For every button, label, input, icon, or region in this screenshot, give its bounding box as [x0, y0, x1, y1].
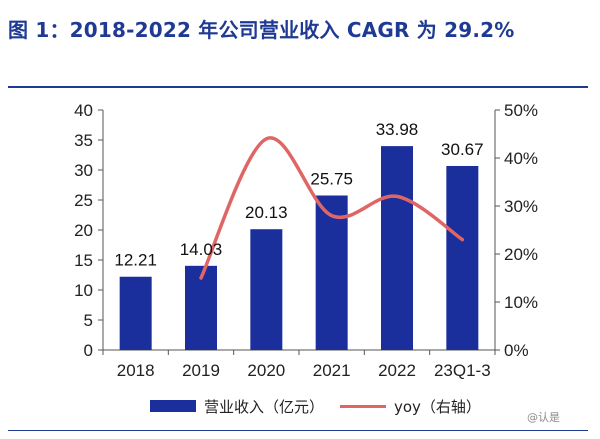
yoy-line: [199, 136, 465, 280]
revenue-bar: [185, 265, 217, 350]
x-tick-label: 2022: [378, 361, 416, 380]
x-tick-label: 2021: [313, 361, 351, 380]
bar-data-label: 33.98: [376, 120, 419, 139]
bar-data-label: 20.13: [245, 203, 288, 222]
bar-data-label: 12.21: [114, 251, 157, 270]
left-tick-label: 10: [74, 281, 93, 300]
x-tick-label: 2020: [247, 361, 285, 380]
title-divider: [8, 86, 588, 88]
right-tick-label: 30%: [504, 197, 538, 216]
left-tick-label: 5: [84, 311, 93, 330]
revenue-bar: [250, 229, 283, 350]
revenue-bar: [119, 276, 152, 350]
legend-swatch-line: [340, 405, 386, 408]
right-tick-label: 10%: [504, 293, 538, 312]
revenue-bar: [446, 165, 479, 350]
legend-swatch-bar: [150, 400, 196, 412]
bar-data-label: 25.75: [310, 170, 353, 189]
x-tick-label: 2018: [117, 361, 155, 380]
chart-title: 图 1：2018-2022 年公司营业收入 CAGR 为 29.2%: [8, 18, 515, 42]
x-tick-label: 23Q1-3: [434, 361, 491, 380]
left-tick-label: 15: [74, 251, 93, 270]
legend-label-revenue: 营业收入（亿元）: [204, 398, 325, 416]
right-tick-label: 20%: [504, 245, 538, 264]
bar-data-label: 30.67: [441, 140, 484, 159]
bottom-divider: [8, 430, 588, 431]
right-tick-label: 0%: [504, 341, 529, 360]
left-tick-label: 0: [84, 341, 93, 360]
left-tick-label: 40: [74, 101, 93, 120]
right-tick-label: 50%: [504, 101, 538, 120]
watermark: @认是: [527, 411, 560, 424]
legend-label-yoy: yoy（右轴）: [394, 398, 481, 416]
left-tick-label: 30: [74, 161, 93, 180]
revenue-bar: [315, 195, 348, 350]
left-tick-label: 20: [74, 221, 93, 240]
revenue-bar: [381, 146, 413, 350]
left-tick-label: 35: [74, 131, 93, 150]
bar-data-label: 14.03: [180, 240, 223, 259]
x-tick-label: 2019: [182, 361, 220, 380]
right-tick-label: 40%: [504, 149, 538, 168]
left-tick-label: 25: [74, 191, 93, 210]
